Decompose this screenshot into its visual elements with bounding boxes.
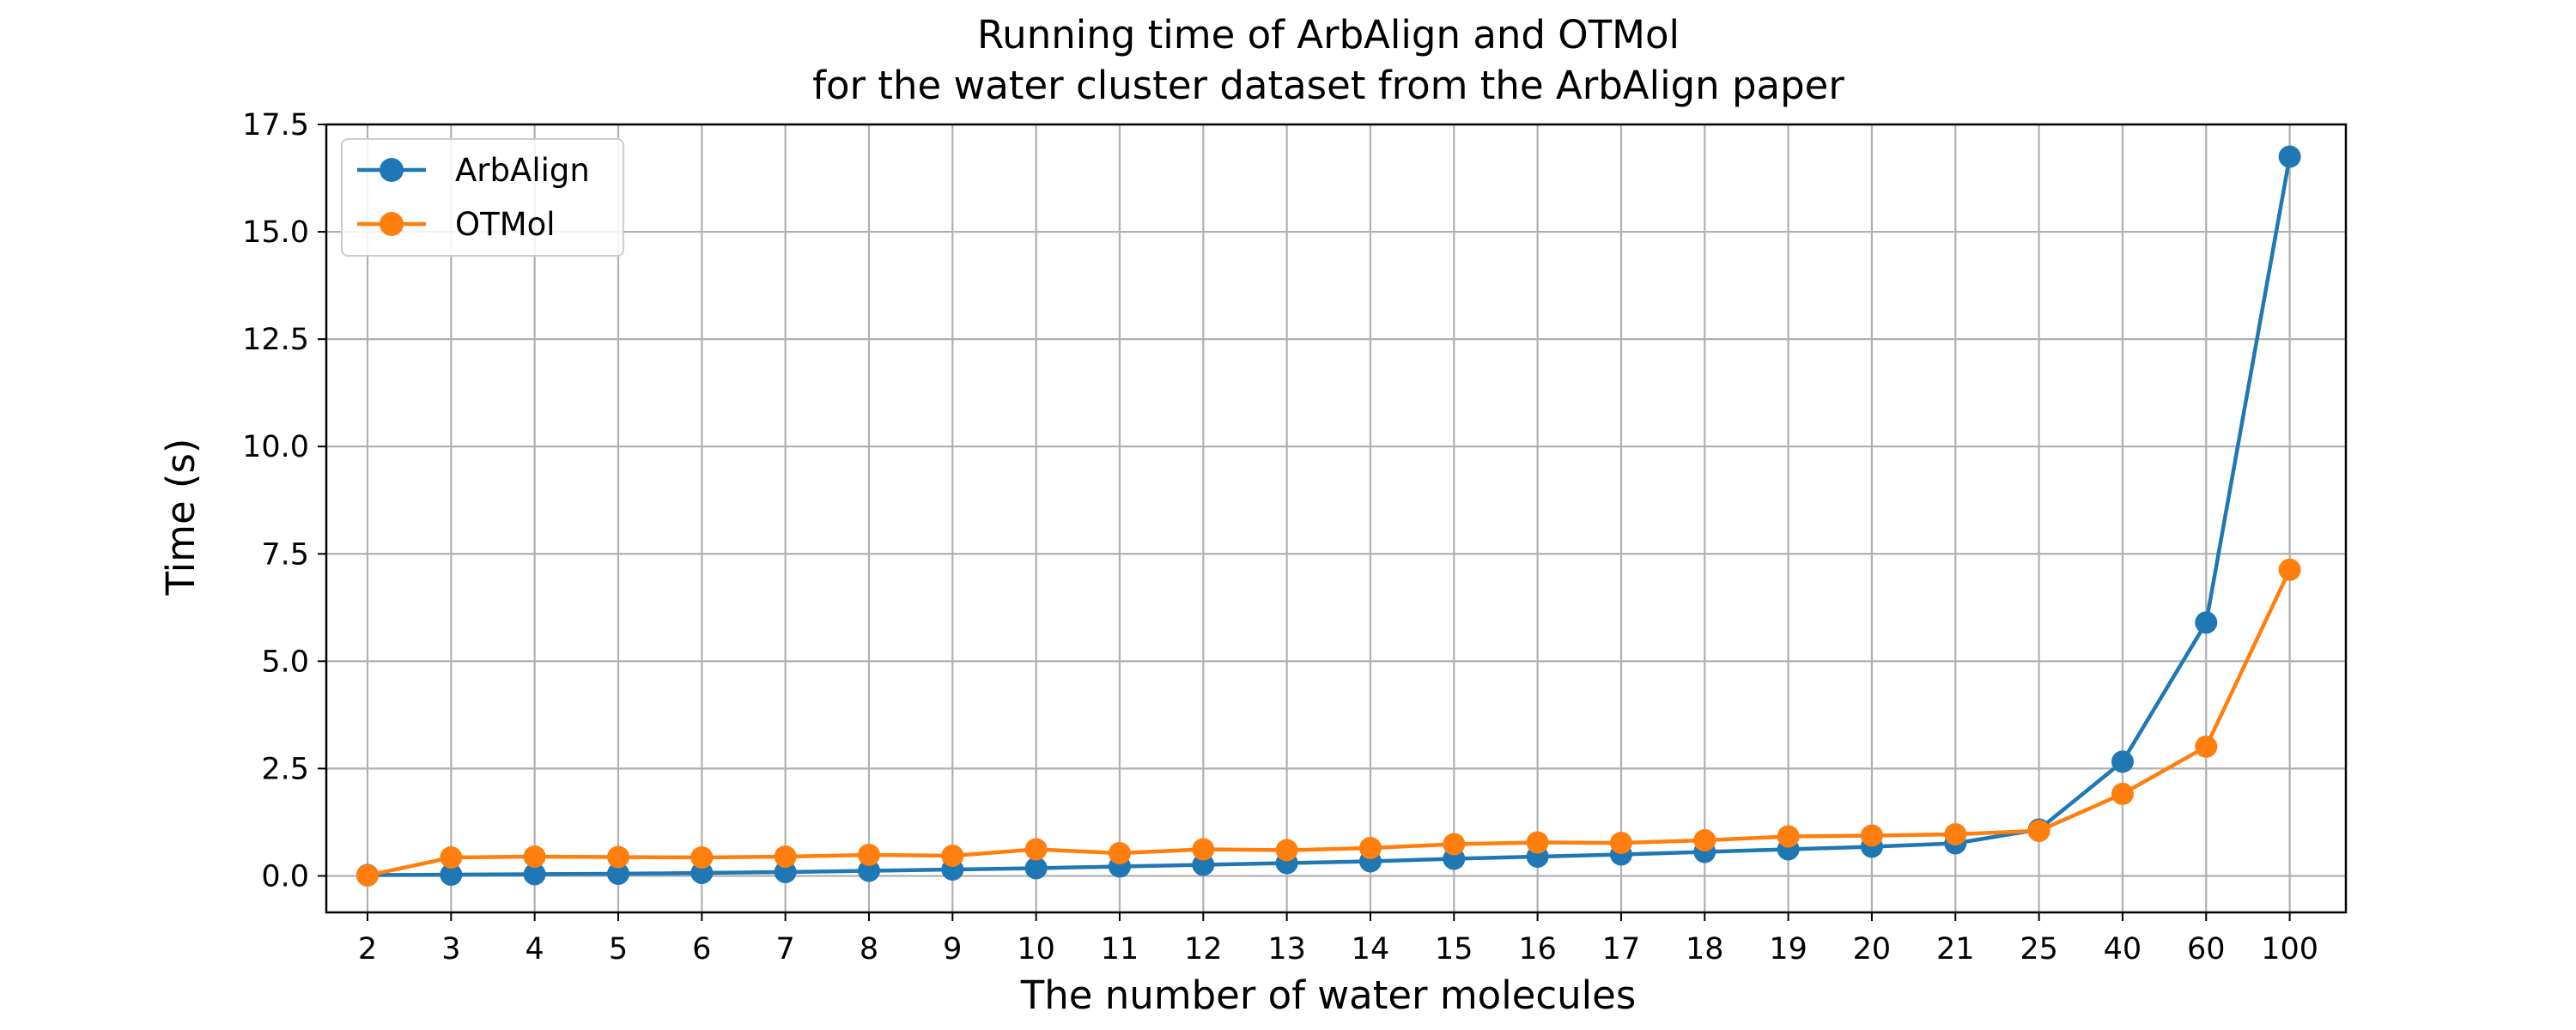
data-point-otmol: [606, 845, 629, 869]
x-tick-label: 6: [692, 932, 711, 966]
x-tick-label: 20: [1853, 932, 1892, 966]
data-point-arbalign: [440, 863, 463, 886]
y-tick-label: 0.0: [261, 859, 309, 894]
legend-marker-otmol: [380, 212, 404, 236]
x-tick-label: 5: [609, 932, 628, 966]
x-tick-label: 2: [358, 932, 377, 966]
x-tick-label: 17: [1602, 932, 1641, 966]
data-point-arbalign: [690, 861, 714, 884]
x-tick-label: 18: [1686, 932, 1724, 966]
data-point-arbalign: [2111, 750, 2134, 773]
y-tick-label: 2.5: [261, 752, 309, 786]
y-tick-label: 10.0: [242, 430, 309, 464]
data-point-otmol: [774, 845, 797, 868]
x-tick-label: 12: [1184, 932, 1223, 966]
data-point-otmol: [2278, 558, 2301, 581]
x-tick-label: 10: [1017, 932, 1055, 966]
x-tick-label: 16: [1518, 932, 1557, 966]
data-point-otmol: [1108, 841, 1131, 864]
x-tick-label: 3: [441, 932, 460, 966]
x-tick-label: 100: [2261, 932, 2318, 966]
data-point-otmol: [1777, 825, 1800, 848]
x-tick-label: 40: [2104, 932, 2142, 966]
legend-label-otmol: OTMol: [455, 206, 556, 243]
data-point-arbalign: [857, 859, 880, 882]
data-point-arbalign: [1024, 857, 1048, 880]
x-tick-label: 7: [776, 932, 795, 966]
data-point-otmol: [1609, 831, 1632, 854]
data-point-otmol: [1693, 828, 1716, 851]
chart-subtitle: for the water cluster dataset from the A…: [812, 63, 1844, 108]
data-point-otmol: [523, 845, 546, 868]
y-tick-label: 17.5: [242, 108, 309, 142]
series-lines: [356, 145, 2301, 887]
legend-marker-arbalign: [380, 158, 404, 182]
data-point-otmol: [2027, 819, 2050, 842]
data-point-arbalign: [2195, 611, 2218, 634]
data-point-otmol: [857, 843, 880, 866]
legend: ArbAlign OTMol: [341, 138, 624, 257]
data-point-otmol: [2195, 735, 2218, 758]
data-point-otmol: [440, 845, 463, 869]
data-point-otmol: [1944, 822, 1967, 845]
y-axis-title: Time (s): [158, 439, 204, 597]
chart-title: Running time of ArbAlign and OTMol: [977, 12, 1680, 58]
data-point-otmol: [1526, 831, 1549, 854]
x-tick-label: 9: [943, 932, 962, 966]
series-line-arbalign: [367, 156, 2292, 877]
x-tick-label: 13: [1267, 932, 1306, 966]
data-point-otmol: [941, 844, 964, 867]
legend-label-arbalign: ArbAlign: [455, 152, 590, 189]
y-tick-label: 15.0: [242, 215, 309, 250]
y-tick-label: 12.5: [242, 323, 309, 357]
data-point-arbalign: [774, 860, 797, 883]
series-line-otmol: [367, 568, 2292, 878]
y-tick-label: 7.5: [261, 537, 309, 572]
x-tick-label: 8: [860, 932, 878, 966]
axis-ticks: 2 3 4 5 6 7 8 9 10 11 12 13 14 15 16 17 18 19 20 21 25 40 60 10…: [242, 108, 2318, 966]
x-tick-label: 14: [1352, 932, 1390, 966]
data-point-otmol: [1024, 838, 1048, 861]
data-point-otmol: [1860, 824, 1883, 847]
x-axis-title: The number of water molecules: [1020, 972, 1637, 1018]
x-tick-label: 15: [1435, 932, 1473, 966]
data-point-arbalign: [523, 863, 546, 886]
plot-frame: [325, 123, 2348, 914]
data-point-arbalign: [606, 862, 629, 885]
x-tick-label: 60: [2187, 932, 2226, 966]
x-tick-label: 25: [2020, 932, 2058, 966]
data-point-otmol: [1443, 833, 1466, 856]
x-tick-label: 19: [1769, 932, 1807, 966]
x-tick-label: 11: [1101, 932, 1139, 966]
data-point-otmol: [1358, 836, 1382, 859]
data-point-arbalign: [1192, 853, 1215, 876]
data-point-otmol: [690, 845, 714, 869]
data-point-otmol: [1275, 839, 1298, 862]
y-tick-label: 5.0: [261, 645, 309, 679]
data-point-arbalign: [2278, 145, 2301, 168]
data-point-otmol: [1192, 838, 1215, 861]
x-tick-label: 4: [526, 932, 544, 966]
data-point-otmol: [356, 863, 379, 887]
data-point-otmol: [2111, 782, 2134, 805]
x-tick-label: 21: [1936, 932, 1975, 966]
